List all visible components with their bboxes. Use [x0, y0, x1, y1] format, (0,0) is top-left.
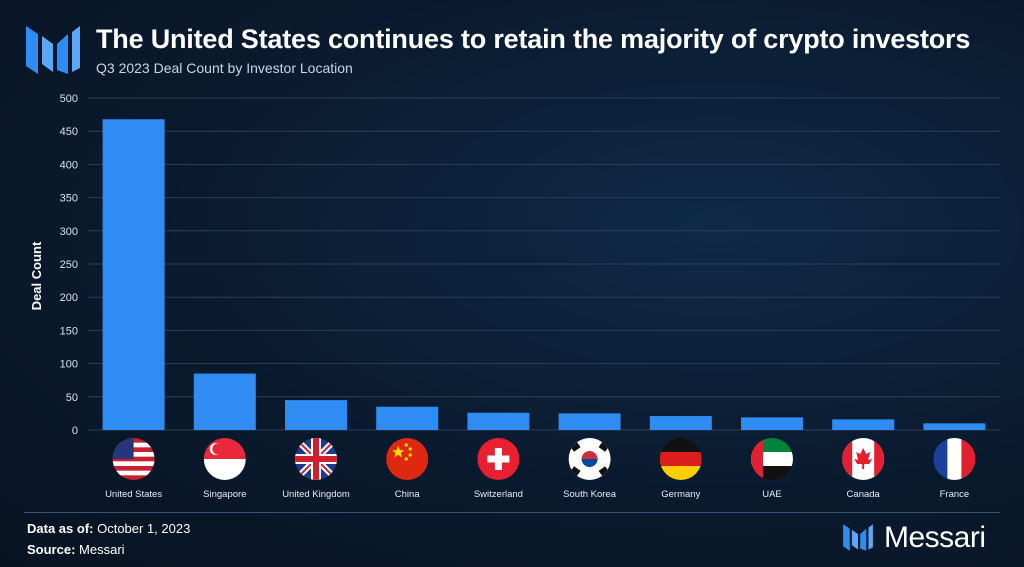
- data-as-of-value: October 1, 2023: [97, 521, 191, 536]
- x-tick-label: United States: [105, 489, 162, 500]
- singapore-flag-icon: [203, 438, 246, 480]
- bar-chart: 0 50 100 150 200 250 300 350 400 450 500 United St…: [29, 93, 1000, 500]
- x-tick-label: UAE: [762, 489, 782, 500]
- chart-subtitle: Q3 2023 Deal Count by Investor Location: [96, 60, 353, 76]
- x-tick-label: United Kingdom: [282, 489, 350, 500]
- bar: [376, 406, 439, 430]
- brand-name: Messari: [884, 521, 986, 554]
- uk-flag-icon: [295, 438, 337, 480]
- x-tick-label: Germany: [661, 489, 700, 500]
- y-tick-label: 450: [60, 126, 78, 138]
- x-tick-label: Canada: [847, 489, 881, 500]
- germany-flag-icon: [659, 438, 702, 480]
- x-tick-label: Singapore: [203, 489, 246, 500]
- x-tick-label: France: [940, 489, 970, 500]
- y-tick-label: 100: [60, 359, 78, 371]
- x-tick-label: South Korea: [563, 489, 617, 500]
- y-tick-label: 200: [60, 292, 78, 304]
- bar: [102, 119, 165, 431]
- canada-flag-icon: [842, 438, 885, 480]
- data-as-of: Data as of: October 1, 2023: [27, 521, 190, 536]
- bar: [558, 413, 621, 430]
- footer-divider: [24, 512, 1000, 513]
- brand-lockup: Messari: [840, 520, 986, 556]
- y-axis-label: Deal Count: [29, 241, 44, 310]
- uae-flag-icon: [751, 438, 793, 480]
- bar: [923, 423, 986, 430]
- bar: [741, 417, 803, 430]
- bar: [649, 416, 712, 430]
- data-as-of-label: Data as of:: [27, 521, 94, 536]
- bar: [285, 400, 347, 430]
- source: Source: Messari: [27, 542, 125, 557]
- y-tick-label: 50: [66, 392, 78, 404]
- us-flag-icon: [112, 438, 155, 480]
- bar: [467, 412, 530, 430]
- y-tick-label: 0: [72, 425, 78, 437]
- switzerland-flag-icon: [477, 438, 520, 480]
- y-tick-label: 350: [60, 193, 78, 205]
- y-tick-label: 150: [60, 325, 78, 337]
- south-korea-flag-icon: [568, 438, 611, 480]
- messari-logo-icon: [26, 26, 80, 74]
- x-tick-label: Switzerland: [474, 489, 523, 500]
- y-tick-label: 400: [60, 159, 78, 171]
- messari-logo-icon: [843, 524, 873, 551]
- china-flag-icon: [386, 438, 429, 480]
- x-tick-label: China: [395, 489, 421, 500]
- bar: [832, 419, 895, 430]
- chart-title: The United States continues to retain th…: [96, 24, 971, 54]
- source-label: Source:: [27, 542, 76, 557]
- y-tick-label: 500: [60, 93, 78, 105]
- y-tick-label: 300: [60, 226, 78, 238]
- y-tick-label: 250: [60, 259, 78, 271]
- france-flag-icon: [933, 438, 976, 480]
- source-value: Messari: [79, 542, 125, 557]
- bar: [193, 373, 256, 430]
